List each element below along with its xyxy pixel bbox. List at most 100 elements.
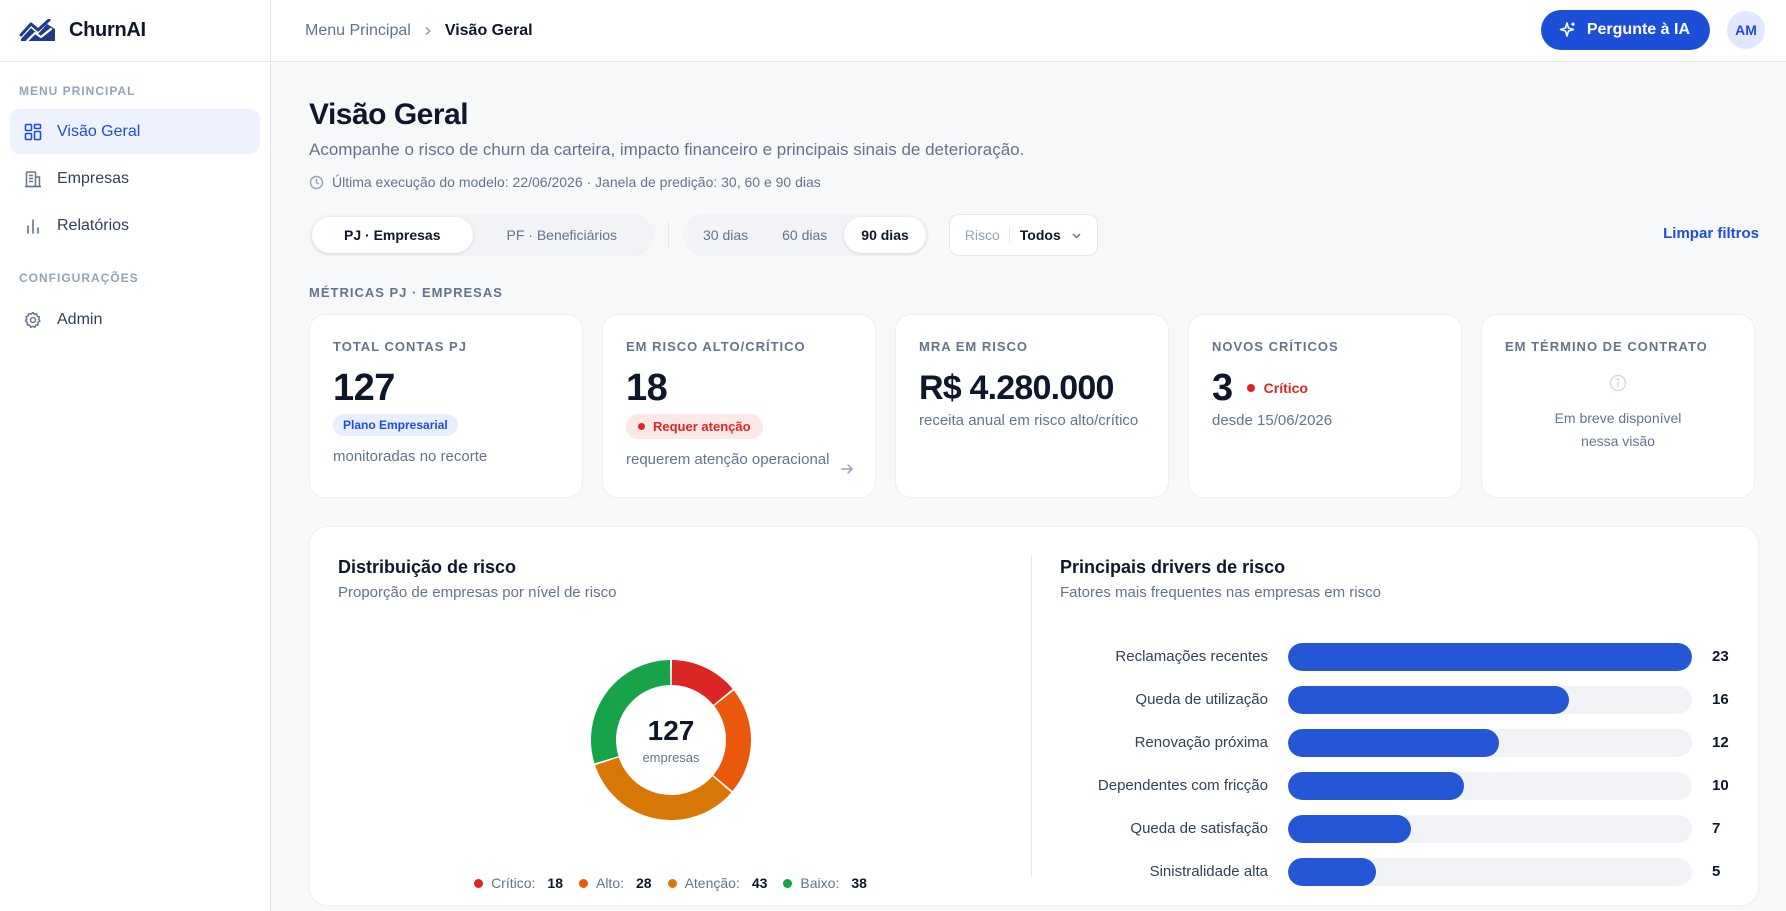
sparkle-icon (1559, 22, 1575, 37)
legend-dot (783, 878, 793, 888)
chevron-right-icon (423, 23, 433, 39)
breadcrumb-item[interactable]: Menu Principal (305, 21, 411, 39)
kpi-total-accounts: TOTAL CONTAS PJ 127 Plano Empresarial mo… (309, 314, 583, 498)
driver-row: Queda de utilização 16 (1060, 678, 1730, 721)
dashboard-icon (24, 123, 42, 140)
driver-value: 5 (1712, 863, 1721, 880)
info-icon (1609, 374, 1627, 392)
kpi-label: EM TÉRMINO DE CONTRATO (1505, 339, 1708, 354)
kpi-label: MRA EM RISCO (919, 339, 1029, 354)
driver-row: Renovação próxima 12 (1060, 721, 1730, 764)
legend-item: Crítico: 18 (474, 875, 563, 891)
driver-bar[interactable] (1288, 857, 1376, 886)
bar-chart-icon (27, 218, 39, 234)
kpi-value: R$ 4.280.000 (919, 369, 1114, 407)
driver-bar[interactable] (1288, 814, 1411, 843)
driver-value: 7 (1712, 820, 1721, 837)
model-run-info: Última execução do modelo: 22/06/2026 · … (309, 174, 1759, 190)
kpi-row: TOTAL CONTAS PJ 127 Plano Empresarial mo… (309, 314, 1759, 498)
kpi-mra-at-risk: MRA EM RISCO R$ 4.280.000 receita anual … (895, 314, 1169, 498)
driver-value: 10 (1712, 777, 1729, 794)
coming-soon: Em breve disponível nessa visão (1505, 374, 1731, 453)
ask-ai-label: Pergunte à IA (1586, 21, 1690, 38)
window-90-button[interactable]: 90 dias (844, 217, 926, 253)
ask-ai-button[interactable]: Pergunte à IA (1540, 10, 1710, 50)
arrow-right-icon[interactable] (839, 461, 855, 477)
driver-row: Queda de satisfação 7 (1060, 807, 1730, 850)
donut-slice-baixo[interactable] (590, 660, 670, 764)
sidebar-item-label: Visão Geral (57, 122, 141, 140)
sidebar: ChurnAI MENU PRINCIPAL Visão Geral Empre… (0, 0, 271, 911)
donut-center-value: 127 (647, 715, 694, 746)
kpi-note: receita anual em risco alto/crítico (919, 412, 1139, 429)
coming-soon-line: Em breve disponível (1554, 410, 1682, 426)
risk-drivers: Principais drivers de risco Fatores mais… (1032, 555, 1758, 886)
driver-bar[interactable] (1288, 728, 1499, 757)
window-toggle: 30 dias 60 dias 90 dias (682, 214, 929, 256)
window-60-button[interactable]: 60 dias (782, 227, 828, 243)
sidebar-item-label: Empresas (57, 169, 130, 187)
driver-label: Renovação próxima (1134, 734, 1268, 751)
attention-badge: Requer atenção (626, 414, 763, 439)
driver-row: Reclamações recentes 23 (1060, 635, 1730, 678)
donut-slice-crtico[interactable] (671, 660, 733, 705)
segment-pf-button[interactable]: PF · Beneficiários (506, 227, 617, 243)
driver-label: Dependentes com fricção (1097, 777, 1268, 794)
legend-dot (474, 878, 484, 888)
legend-value: 38 (851, 875, 867, 891)
driver-bar[interactable] (1288, 771, 1464, 800)
segment-pj-button[interactable]: PJ · Empresas (312, 217, 473, 253)
topbar: Menu Principal Visão Geral Pergunte à IA… (271, 0, 1786, 62)
coming-soon-line: nessa visão (1581, 433, 1655, 449)
driver-bar-track (1288, 857, 1692, 886)
chart-subtitle: Proporção de empresas por nível de risco (338, 584, 617, 601)
gear-icon (24, 311, 41, 328)
kpi-value: 18 (626, 367, 668, 409)
clock-icon (309, 175, 324, 189)
kpi-note: desde 15/06/2026 (1212, 412, 1333, 429)
main-content: Visão Geral Acompanhe o risco de churn d… (309, 62, 1759, 906)
legend-item: Alto: 28 (578, 875, 652, 891)
risk-select-value: Todos (1019, 227, 1061, 243)
driver-row: Sinistralidade alta 5 (1060, 850, 1730, 893)
kpi-at-risk[interactable]: EM RISCO ALTO/CRÍTICO 18 Requer atenção … (602, 314, 876, 498)
legend-dot (578, 878, 588, 888)
sidebar-item-empresas[interactable]: Empresas (10, 156, 260, 201)
sidebar-item-admin[interactable]: Admin (10, 297, 260, 342)
risk-select[interactable]: Risco Todos (948, 214, 1098, 256)
kpi-contract-end: EM TÉRMINO DE CONTRATO Em breve disponív… (1481, 314, 1755, 498)
kpi-label: TOTAL CONTAS PJ (333, 339, 467, 354)
nav-section-title: MENU PRINCIPAL (19, 84, 136, 98)
app-name: ChurnAI (69, 19, 146, 41)
driver-label: Queda de utilização (1135, 691, 1268, 708)
kpi-note: requerem atenção operacional (626, 451, 830, 468)
legend-dot (667, 878, 677, 888)
driver-value: 16 (1712, 691, 1729, 708)
drivers-bar-chart: Reclamações recentes 23 Queda de utilizaçã… (1060, 635, 1730, 893)
legend-value: 28 (636, 875, 652, 891)
driver-bar-track (1288, 642, 1692, 671)
kpi-label: EM RISCO ALTO/CRÍTICO (626, 339, 806, 354)
sidebar-item-relatorios[interactable]: Relatórios (10, 203, 260, 248)
donut-slice-alto[interactable] (712, 690, 751, 792)
breadcrumb: Menu Principal Visão Geral (305, 22, 533, 40)
segment-toggle: PJ · Empresas PF · Beneficiários (309, 214, 654, 256)
chart-title: Distribuição de risco (338, 557, 517, 577)
logo-icon (19, 18, 55, 42)
driver-bar-track (1288, 814, 1692, 843)
chart-subtitle: Fatores mais frequentes nas empresas em … (1060, 584, 1381, 601)
plan-badge: Plano Empresarial (333, 414, 458, 436)
nav-section-title: CONFIGURAÇÕES (19, 271, 139, 285)
clear-filters-link[interactable]: Limpar filtros (1663, 225, 1759, 242)
legend-value: 43 (751, 875, 768, 891)
kpi-new-critical: NOVOS CRÍTICOS 3 Crítico desde 15/06/202… (1188, 314, 1462, 498)
donut-slice-ateno[interactable] (594, 757, 731, 820)
sidebar-item-visao-geral[interactable]: Visão Geral (10, 109, 260, 154)
avatar[interactable]: AM (1727, 11, 1765, 49)
building-icon (25, 170, 41, 187)
driver-bar[interactable] (1288, 642, 1692, 671)
app-logo[interactable]: ChurnAI (0, 0, 270, 62)
driver-bar[interactable] (1288, 685, 1570, 714)
legend-label: Baixo: (800, 875, 840, 891)
window-30-button[interactable]: 30 dias (702, 227, 749, 243)
